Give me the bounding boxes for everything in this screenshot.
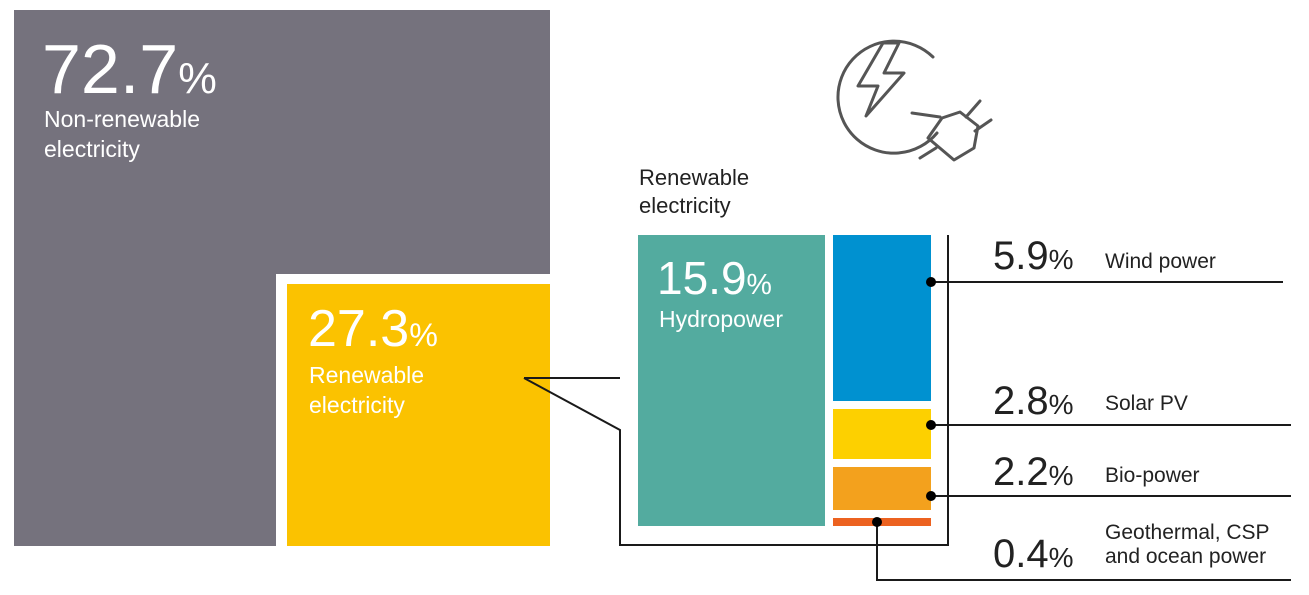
non-renewable-value: 72.7 (42, 30, 179, 108)
wind-percent: 5.9% (993, 236, 1074, 276)
bio-callout-dot (926, 491, 936, 501)
bio-block (833, 467, 931, 510)
wind-label: Wind power (1105, 250, 1216, 273)
hydropower-label: Hydropower (659, 306, 783, 332)
geo-label: Geothermal, CSP and ocean power (1105, 521, 1270, 569)
bio-percent: 2.2% (993, 452, 1074, 492)
bio-unit: % (1048, 460, 1074, 491)
hydropower-unit: % (746, 269, 772, 301)
geo-unit: % (1048, 542, 1074, 573)
renewable-percent: 27.3% (308, 303, 438, 355)
wind-value: 5.9 (993, 234, 1049, 278)
geo-percent: 0.4% (993, 534, 1074, 574)
solar-percent: 2.8% (993, 381, 1074, 421)
non-renewable-percent: 72.7% (42, 34, 217, 104)
renewable-label-line2: electricity (309, 392, 405, 418)
renewable-unit: % (409, 317, 438, 353)
hydropower-value: 15.9 (657, 252, 747, 304)
hydropower-block (638, 235, 825, 526)
wind-callout-dot (926, 277, 936, 287)
geo-callout-dot (872, 517, 882, 527)
bio-label: Bio-power (1105, 464, 1200, 487)
electric-plug-lightning-icon (836, 39, 993, 162)
breakdown-title-line2: electricity (639, 193, 731, 218)
wind-block (833, 235, 931, 401)
solar-value: 2.8 (993, 379, 1049, 423)
renewable-value: 27.3 (308, 300, 410, 358)
geo-value: 0.4 (993, 532, 1049, 576)
geo-label-line2: and ocean power (1105, 545, 1267, 568)
solar-label: Solar PV (1105, 392, 1188, 415)
breakdown-title: Renewable electricity (639, 164, 749, 220)
non-renewable-unit: % (178, 55, 217, 103)
solar-callout-dot (926, 420, 936, 430)
renewable-label: Renewable electricity (309, 360, 424, 420)
breakdown-title-line1: Renewable (639, 165, 750, 190)
bio-value: 2.2 (993, 450, 1049, 494)
geo-label-line1: Geothermal, CSP (1105, 521, 1270, 544)
non-renewable-label-line2: electricity (44, 136, 140, 162)
non-renewable-label-line1: Non-renewable (44, 106, 200, 132)
wind-unit: % (1048, 244, 1074, 275)
non-renewable-label: Non-renewable electricity (44, 104, 200, 164)
renewable-label-line1: Renewable (309, 362, 425, 388)
hydropower-percent: 15.9% (657, 255, 772, 301)
solar-block (833, 409, 931, 459)
renewable-block (287, 284, 550, 546)
solar-unit: % (1048, 389, 1074, 420)
